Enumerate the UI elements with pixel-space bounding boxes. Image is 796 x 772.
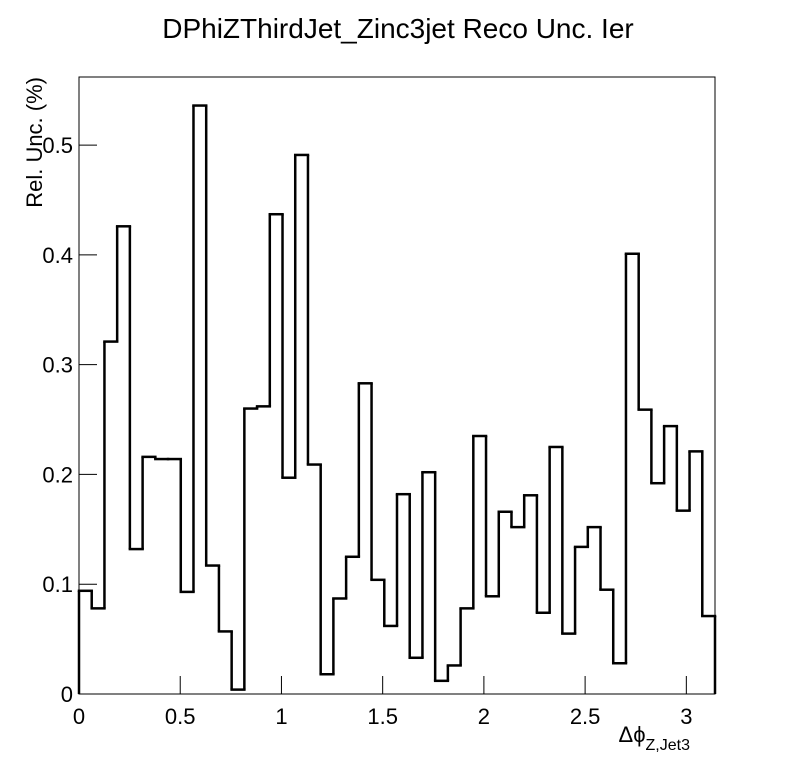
- x-axis-label: ΔϕZ,Jet3: [619, 722, 691, 754]
- x-tick-label: 1.5: [367, 704, 398, 729]
- y-tick-label: 0.4: [42, 243, 73, 268]
- plot-frame: [78, 76, 716, 695]
- x-tick-label: 1: [275, 704, 287, 729]
- x-tick-label: 3: [680, 704, 692, 729]
- x-tick-label: 0.5: [165, 704, 196, 729]
- x-tick-label: 2.5: [570, 704, 601, 729]
- x-axis-label-sub: Z,Jet3: [646, 737, 691, 754]
- y-tick-label: 0.3: [42, 353, 73, 378]
- chart-title: DPhiZThirdJet_Zinc3jet Reco Unc. Ier: [162, 13, 634, 44]
- x-axis-label-main: Δϕ: [619, 722, 646, 747]
- y-tick-label: 0.1: [42, 572, 73, 597]
- x-tick-label: 2: [478, 704, 490, 729]
- y-tick-label: 0.5: [42, 133, 73, 158]
- y-axis-label: Rel. Unc. (%): [22, 77, 47, 208]
- y-tick-label: 0.2: [42, 462, 73, 487]
- y-tick-label: 0: [61, 682, 73, 707]
- step-connectors: [77, 105, 717, 694]
- x-tick-label: 0: [73, 704, 85, 729]
